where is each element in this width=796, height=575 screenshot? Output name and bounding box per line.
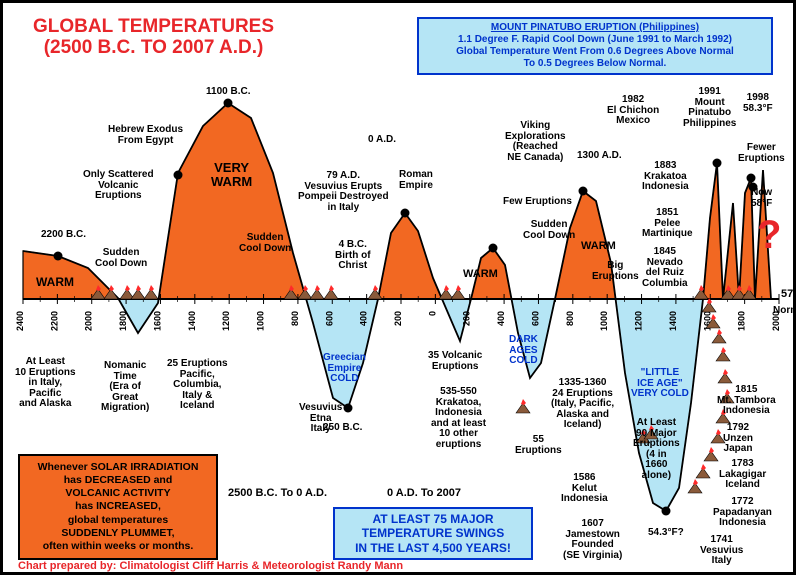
chart-credit: Chart prepared by: Climatologist Cliff H…	[18, 560, 403, 572]
annotation: DARK AGES COLD	[509, 335, 538, 367]
annotation: 1586 Kelut Indonesia	[561, 473, 608, 505]
svg-text:200: 200	[393, 311, 403, 326]
annotation: 54.3°F?	[648, 528, 684, 539]
annotation: Only Scattered Volcanic Eruptions	[83, 170, 154, 202]
annotation: At Least 10 Eruptions in Italy, Pacific …	[15, 357, 76, 410]
annotation: Sudden Cool Down	[239, 233, 291, 254]
solar-irradiation-box: Whenever SOLAR IRRADIATION has DECREASED…	[18, 454, 218, 560]
annotation: 1300 A.D.	[577, 151, 622, 162]
annotation: Sudden Cool Down	[95, 248, 147, 269]
annotation: Fewer Eruptions	[738, 143, 785, 164]
annotation: Sudden Cool Down	[523, 220, 575, 241]
svg-text:800: 800	[565, 311, 575, 326]
svg-text:400: 400	[496, 311, 506, 326]
chart-container: GLOBAL TEMPERATURES (2500 B.C. TO 2007 A…	[0, 0, 796, 575]
annotation: "LITTLE ICE AGE" VERY COLD	[631, 368, 689, 400]
temperature-swings-box: AT LEAST 75 MAJOR TEMPERATURE SWINGS IN …	[333, 507, 533, 560]
svg-text:600: 600	[530, 311, 540, 326]
svg-text:1000: 1000	[256, 311, 266, 331]
svg-text:1000: 1000	[599, 311, 609, 331]
svg-text:2200: 2200	[49, 311, 59, 331]
annotation: Few Eruptions	[503, 197, 572, 208]
svg-text:0: 0	[427, 311, 437, 316]
svg-text:57°F: 57°F	[781, 288, 796, 300]
svg-text:1200: 1200	[221, 311, 231, 331]
swings-text: AT LEAST 75 MAJOR TEMPERATURE SWINGS IN …	[338, 512, 528, 555]
annotation: Now 58°F	[751, 188, 772, 209]
annotation: WARM	[463, 269, 498, 281]
annotation: 1607 Jamestown Founded (SE Virginia)	[563, 519, 622, 561]
svg-text:Normal: Normal	[773, 305, 796, 316]
annotation: 250 B.C.	[323, 423, 362, 434]
range-label-bc: 2500 B.C. To 0 A.D.	[228, 487, 327, 499]
annotation: 1335-1360 24 Eruptions (Italy, Pacific, …	[551, 378, 614, 431]
annotation: 1845 Nevado del Ruiz Columbia	[642, 247, 688, 289]
annotation: 0 A.D.	[368, 135, 396, 146]
solar-text: Whenever SOLAR IRRADIATION has DECREASED…	[26, 461, 210, 553]
svg-text:800: 800	[290, 311, 300, 326]
svg-text:400: 400	[359, 311, 369, 326]
annotation: 1792 Unzen Japan	[723, 423, 753, 455]
annotation: Roman Empire	[399, 170, 433, 191]
annotation: WARM	[581, 241, 616, 253]
annotation: 4 B.C. Birth of Christ	[335, 240, 371, 272]
annotation: 1772 Papadanyan Indonesia	[713, 497, 772, 529]
svg-text:200: 200	[462, 311, 472, 326]
annotation: 1998 58.3°F	[743, 93, 773, 114]
annotation: Nomanic Time (Era of Great Migration)	[101, 361, 149, 414]
annotation: 25 Eruptions Pacific, Columbia, Italy & …	[167, 359, 228, 412]
annotation: 1883 Krakatoa Indonesia	[642, 161, 689, 193]
svg-text:2000: 2000	[84, 311, 94, 331]
annotation: 1783 Lakagigar Iceland	[719, 459, 766, 491]
annotation: 79 A.D. Vesuvius Erupts Pompeii Destroye…	[298, 171, 389, 213]
annotation: 1815 Mt. Tambora Indonesia	[717, 385, 776, 417]
annotation: 1991 Mount Pinatubo Philippines	[683, 87, 736, 129]
annotation: Greecian Empire COLD	[323, 353, 366, 385]
annotation: Viking Explorations (Reached NE Canada)	[505, 121, 566, 163]
annotation: 1100 B.C.	[206, 87, 250, 98]
annotation: WARM	[36, 276, 74, 289]
annotation: Big Eruptions	[592, 261, 639, 282]
svg-text:1400: 1400	[668, 311, 678, 331]
annotation: At Least 90 Major Eruptions (4 in 1660 a…	[633, 418, 680, 481]
annotation: 35 Volcanic Eruptions	[428, 351, 482, 372]
annotation: 2200 B.C.	[41, 230, 86, 241]
annotation: Hebrew Exodus From Egypt	[108, 125, 183, 146]
svg-text:2400: 2400	[15, 311, 25, 331]
annotation: 1982 El Chichon Mexico	[607, 95, 659, 127]
annotation: 535-550 Krakatoa, Indonesia and at least…	[431, 387, 486, 450]
question-mark: ?	[757, 213, 781, 258]
svg-text:1800: 1800	[737, 311, 747, 331]
svg-text:1400: 1400	[187, 311, 197, 331]
svg-text:1600: 1600	[152, 311, 162, 331]
svg-text:600: 600	[324, 311, 334, 326]
annotation: 1741 Vesuvius Italy	[700, 535, 743, 567]
svg-text:1800: 1800	[118, 311, 128, 331]
annotation: 1851 Pelee Martinique	[642, 208, 693, 240]
svg-text:1200: 1200	[634, 311, 644, 331]
annotation: VERY WARM	[211, 161, 252, 188]
range-label-ad: 0 A.D. To 2007	[387, 487, 461, 499]
annotation: 55 Eruptions	[515, 435, 562, 456]
